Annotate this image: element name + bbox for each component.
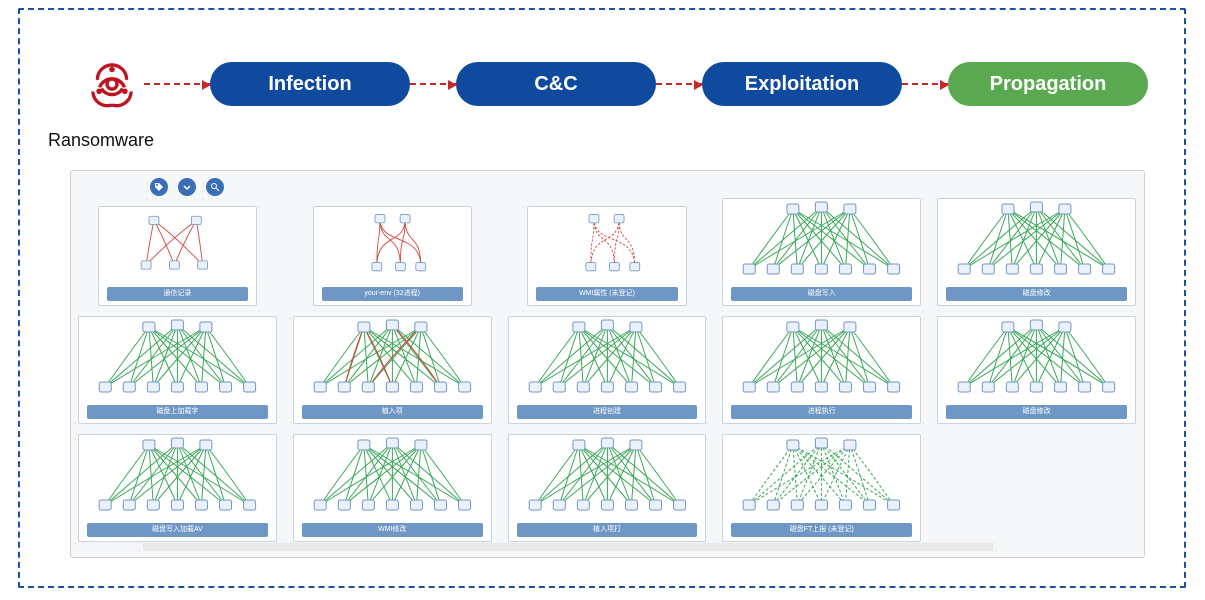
network-thumbnail[interactable]: 磁盘写入加载AV <box>78 434 277 542</box>
network-thumbnail[interactable]: 植入项打 <box>508 434 707 542</box>
network-thumbnail[interactable]: 磁盘修改 <box>937 198 1136 306</box>
thumbnail-caption: 植入项打 <box>517 523 698 537</box>
network-thumbnail[interactable]: WMI修改 <box>293 434 492 542</box>
network-thumbnail[interactable]: 磁盘FT上报 (未登记) <box>722 434 921 542</box>
stage-propagation: Propagation <box>948 62 1148 106</box>
thumbnail-caption: 磁盘修改 <box>946 287 1127 301</box>
stage-infection: Infection <box>210 62 410 106</box>
thumbnail-caption: 进程创建 <box>517 405 698 419</box>
chevron-down-icon[interactable] <box>178 178 196 196</box>
thumbnail-caption: your-env (32进程) <box>322 287 463 301</box>
tag-icon[interactable] <box>150 178 168 196</box>
network-thumbnail[interactable]: 植入项 <box>293 316 492 424</box>
search-icon[interactable] <box>206 178 224 196</box>
gallery-toolbar <box>150 178 224 196</box>
stage-exploitation: Exploitation <box>702 62 902 106</box>
thumbnail-caption: WMI修改 <box>302 523 483 537</box>
ransomware-label: Ransomware <box>48 130 154 151</box>
network-thumbnail[interactable]: 通信记录 <box>98 206 257 306</box>
thumbnail-caption: 磁盘上加载字 <box>87 405 268 419</box>
network-thumbnail[interactable]: 进程执行 <box>722 316 921 424</box>
thumbnail-caption: 通信记录 <box>107 287 248 301</box>
attack-chain-flow: Infection C&C Exploitation Propagation <box>80 54 1148 114</box>
thumbnail-caption: 植入项 <box>302 405 483 419</box>
stage-c-c: C&C <box>456 62 656 106</box>
flow-arrow <box>902 83 948 85</box>
thumbnail-caption: 进程执行 <box>731 405 912 419</box>
thumbnail-caption: 磁盘FT上报 (未登记) <box>731 523 912 537</box>
flow-arrow <box>144 83 210 85</box>
gallery-scrollbar-track <box>143 543 993 551</box>
network-thumbnail[interactable]: 磁盘修改 <box>937 316 1136 424</box>
thumbnail-caption: 磁盘写入加载AV <box>87 523 268 537</box>
thumbnail-caption: WMI属性 (未登记) <box>536 287 677 301</box>
flow-arrow <box>656 83 702 85</box>
network-thumbnail[interactable]: 磁盘上加载字 <box>78 316 277 424</box>
network-thumbnail[interactable]: your-env (32进程) <box>313 206 472 306</box>
flow-arrow <box>410 83 456 85</box>
network-thumbnail[interactable]: 磁盘写入 <box>722 198 921 306</box>
network-thumbnail[interactable]: WMI属性 (未登记) <box>527 206 686 306</box>
network-thumbnail[interactable]: 进程创建 <box>508 316 707 424</box>
biohazard-icon <box>80 52 144 116</box>
thumbnail-caption: 磁盘修改 <box>946 405 1127 419</box>
thumbnail-grid: 通信记录your-env (32进程)WMI属性 (未登记)磁盘写入磁盘修改磁盘… <box>78 198 1136 542</box>
thumbnail-caption: 磁盘写入 <box>731 287 912 301</box>
